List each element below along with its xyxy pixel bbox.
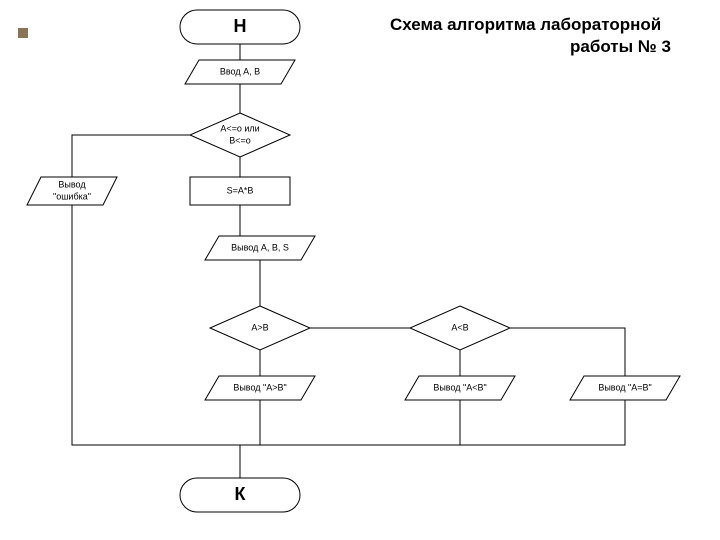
title-line-2: работы № 3 — [570, 37, 671, 56]
node-label1-dec1: А<=о или — [220, 123, 259, 133]
edge — [240, 400, 625, 445]
node-label1-err: Вывод — [58, 179, 86, 189]
flowchart-canvas: Схема алгоритма лабораторной работы № 3 … — [0, 0, 720, 540]
node-label-end: К — [235, 484, 247, 504]
node-label-out_lt: Вывод "А<В" — [433, 382, 486, 392]
node-label-out_eq: Вывод "А=В" — [598, 382, 651, 392]
node-label-dec2: А>В — [251, 322, 268, 332]
title-line-1: Схема алгоритма лабораторной — [390, 15, 661, 34]
node-label2-err: "ошибка" — [53, 191, 91, 201]
edge — [240, 205, 260, 236]
node-label-out_gt: Вывод "А>В" — [233, 382, 286, 392]
title-bullet — [18, 28, 28, 38]
node-label-start: Н — [234, 16, 247, 36]
node-label-out_abs: Вывод А, В, S — [231, 242, 289, 252]
edge — [72, 205, 240, 445]
node-label-dec3: А<В — [451, 322, 468, 332]
edge — [240, 400, 460, 445]
edge — [72, 135, 190, 177]
edge — [510, 328, 625, 376]
node-label-in_ab: Ввод А, В — [220, 66, 260, 76]
node-label-proc: S=A*B — [227, 185, 254, 195]
edge — [240, 400, 260, 445]
node-label2-dec1: В<=о — [229, 135, 251, 145]
